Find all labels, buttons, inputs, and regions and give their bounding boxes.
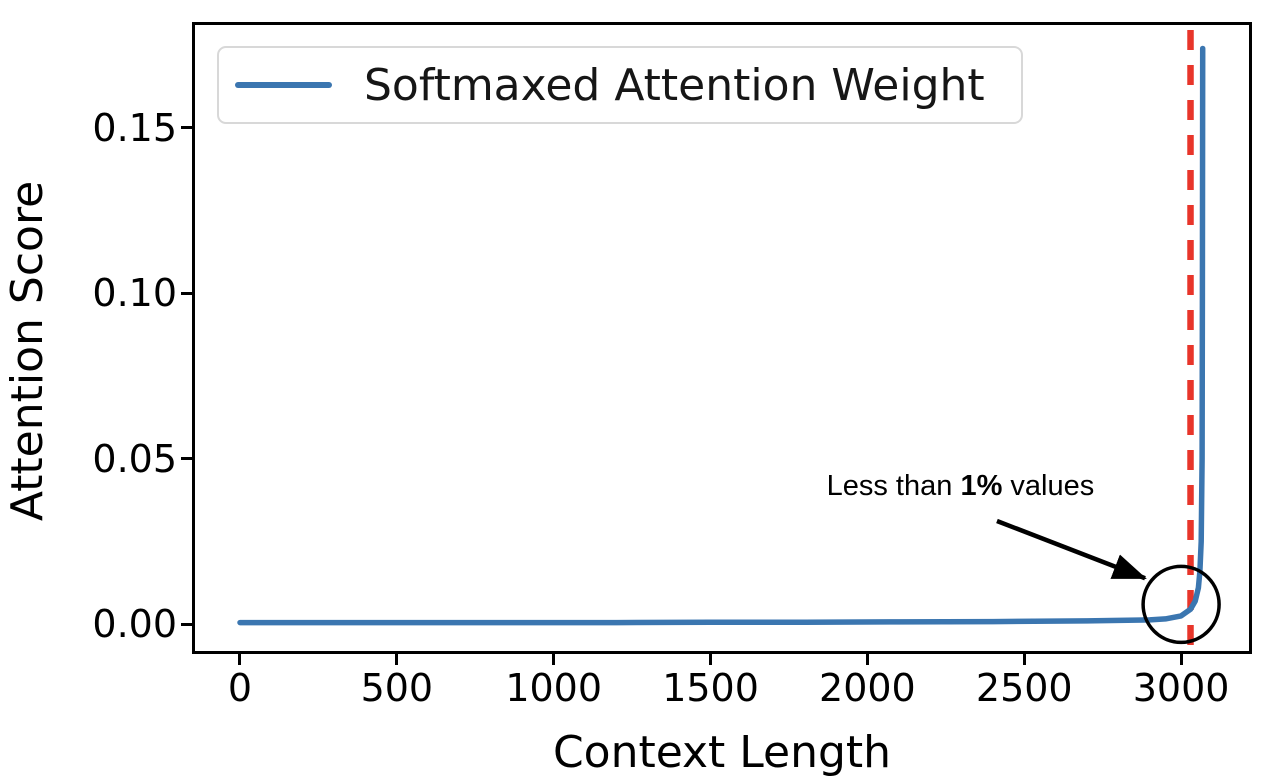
legend-label: Softmaxed Attention Weight [364,59,985,111]
annotation-text-suffix: values [1002,469,1095,502]
legend-line-swatch [235,82,332,88]
highlight-circle [1141,564,1221,645]
y-tick-mark-0 [181,622,192,626]
x-tick-label-1: 500 [360,666,434,710]
x-tick-label-6: 3000 [1132,666,1230,710]
annotation-text: Less than 1% values [827,469,1095,503]
y-axis-title: Attention Score [2,180,53,522]
y-tick-label-1: 0.05 [92,436,177,481]
annotation-text-prefix: Less than [826,469,961,502]
x-tick-label-2: 1000 [505,666,603,710]
attention-line [237,45,1206,626]
x-tick-label-3: 1500 [662,666,759,710]
x-tick-label-4: 2000 [819,666,916,710]
x-tick-label-5: 2500 [975,666,1073,710]
y-tick-mark-2 [181,291,192,295]
x-tick-mark-3 [709,654,713,665]
annotation-arrow [996,518,1147,581]
x-tick-mark-6 [1179,654,1183,665]
plot-area: Softmaxed Attention Weight Less than 1% … [192,22,1252,654]
legend: Softmaxed Attention Weight [217,46,1023,124]
y-tick-mark-3 [181,126,192,130]
x-axis-title: Context Length [552,727,892,778]
axes-border [192,22,1252,654]
x-tick-mark-0 [238,654,242,665]
y-tick-mark-1 [181,457,192,461]
x-tick-mark-4 [865,654,869,665]
annotation-text-bold: 1% [960,469,1003,502]
x-tick-mark-2 [552,654,556,665]
y-tick-label-0: 0.00 [92,602,177,647]
y-tick-label-2: 0.10 [92,271,177,316]
plot-canvas [192,22,1252,654]
x-tick-mark-5 [1022,654,1026,665]
y-tick-label-3: 0.15 [92,105,177,150]
x-tick-label-0: 0 [227,666,253,710]
x-tick-mark-1 [395,654,399,665]
